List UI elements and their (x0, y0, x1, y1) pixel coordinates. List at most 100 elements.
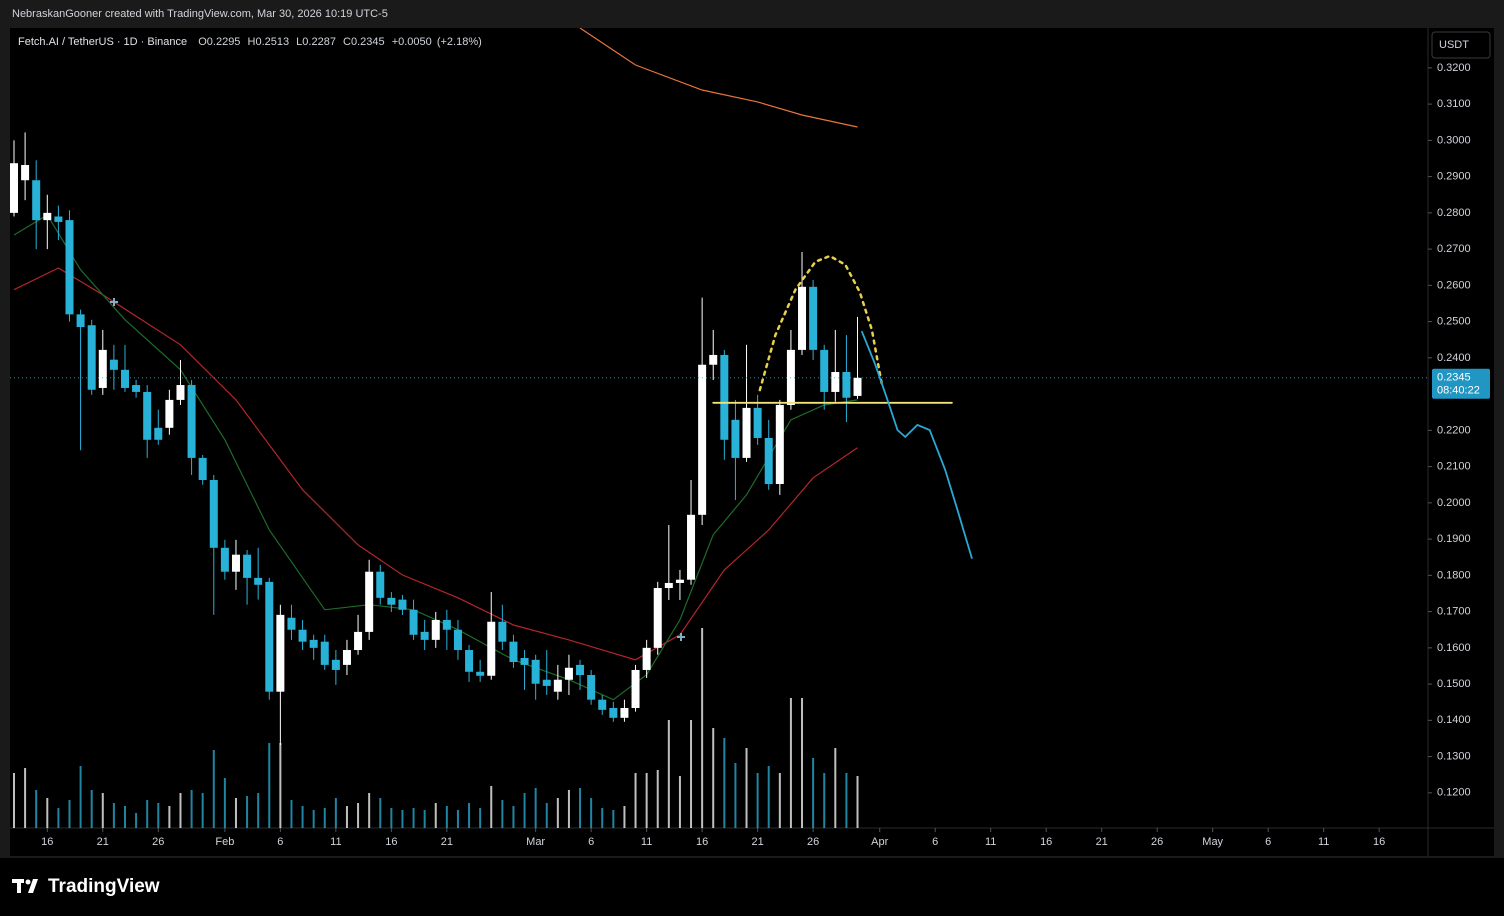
candle-body (387, 597, 396, 605)
volume-bar (390, 808, 393, 828)
chart-panel (10, 28, 1494, 856)
y-tick-label: 0.2900 (1437, 171, 1471, 183)
change-pct: (+2.18%) (437, 36, 482, 48)
marker (110, 298, 118, 306)
volume-bar (434, 803, 437, 828)
moving-average (579, 28, 858, 128)
volume-bar (190, 790, 193, 828)
candle-body (32, 180, 41, 221)
x-tick-label: 6 (1265, 836, 1271, 848)
candle-body (65, 220, 74, 315)
candle-body (276, 614, 285, 692)
x-tick-label: 16 (1373, 836, 1385, 848)
volume-bar (312, 810, 315, 828)
candle-body (842, 371, 851, 398)
y-tick-label: 0.1500 (1437, 678, 1471, 690)
candle-body (509, 641, 518, 662)
candle-body (287, 617, 296, 630)
candle-body (642, 647, 651, 670)
open-value: 0.2295 (207, 36, 241, 48)
volume-bar (323, 808, 326, 828)
volume-bar (756, 773, 759, 828)
candle-body (132, 385, 141, 392)
candle-body (120, 369, 129, 388)
volume-bar (201, 793, 204, 828)
volume-bar (279, 743, 282, 828)
volume-bar (490, 786, 493, 828)
candle-body (764, 437, 773, 485)
candle-body (165, 399, 174, 428)
volume-bar (468, 803, 471, 828)
volume-bar (179, 793, 182, 828)
volume-bar (512, 806, 515, 828)
volume-bar (556, 798, 559, 828)
volume-bar (612, 810, 615, 828)
candle-body (809, 286, 818, 350)
volume-bar (301, 806, 304, 828)
x-tick-label: 26 (152, 836, 164, 848)
candle-body (243, 554, 252, 578)
plot: 0.3200 0.3100 0.3000 0.2900 0.2800 0.2700 0.26… (10, 28, 1490, 848)
volume-bar (801, 698, 804, 828)
currency-button[interactable] (1431, 31, 1491, 59)
candle-body (576, 664, 585, 676)
candle-body (154, 427, 163, 440)
volume-bar (157, 803, 160, 828)
moving-average (13, 267, 858, 661)
high-value: 0.2513 (255, 36, 289, 48)
volume-bar (567, 790, 570, 828)
volume-bar (345, 806, 348, 828)
close-letter: C (343, 36, 351, 48)
y-tick-label: 0.2200 (1437, 424, 1471, 436)
candle-body (653, 588, 662, 648)
volume-bar (479, 808, 482, 828)
volume-bar (401, 810, 404, 828)
candle-body (675, 579, 684, 583)
x-tick-label: 16 (696, 836, 708, 848)
change: +0.0050 (392, 36, 432, 48)
candle-body (798, 286, 807, 350)
candle-body (453, 629, 462, 651)
x-tick-label: 16 (41, 836, 53, 848)
volume-bar (368, 793, 371, 828)
x-tick-label: 16 (385, 836, 397, 848)
y-tick-label: 0.3100 (1437, 98, 1471, 110)
x-tick-label: Apr (871, 836, 888, 848)
x-tick-label: 11 (1318, 836, 1329, 848)
candle-body (431, 619, 440, 640)
volume-bar (257, 793, 260, 828)
header: Fetch.AI / TetherUS · 1D · Binance O0.22… (18, 36, 482, 48)
volume-bar (24, 768, 27, 828)
volume-bar (723, 738, 726, 828)
candle-body (587, 675, 596, 700)
y-tick-label: 0.2700 (1437, 243, 1471, 255)
low-letter: L (296, 36, 302, 48)
brand: TradingView (48, 876, 160, 897)
volume-bar (789, 698, 792, 828)
candle-body (143, 391, 152, 440)
candle-body (231, 554, 240, 572)
volume-bar (778, 773, 781, 828)
candle-body (775, 404, 784, 485)
volume-bar (35, 790, 38, 828)
x-tick-label: 6 (277, 836, 283, 848)
candle-body (354, 631, 363, 651)
volume-bar (379, 798, 382, 828)
x-tick-label: 11 (330, 836, 341, 848)
volume-bar (79, 766, 82, 828)
candle-body (220, 547, 229, 572)
candle-body (520, 657, 529, 665)
x-tick-label: 21 (751, 836, 763, 848)
candle-body (631, 669, 640, 709)
candle-body (498, 621, 507, 642)
candle-body (831, 371, 840, 392)
volume-bar (645, 773, 648, 828)
candle-body (742, 407, 751, 458)
volume-bar (667, 720, 670, 828)
candle-body (465, 650, 474, 672)
candle-body (254, 577, 263, 585)
candle-body (598, 699, 607, 710)
y-tick-label: 0.2800 (1437, 207, 1471, 219)
volume-bar (268, 743, 271, 828)
